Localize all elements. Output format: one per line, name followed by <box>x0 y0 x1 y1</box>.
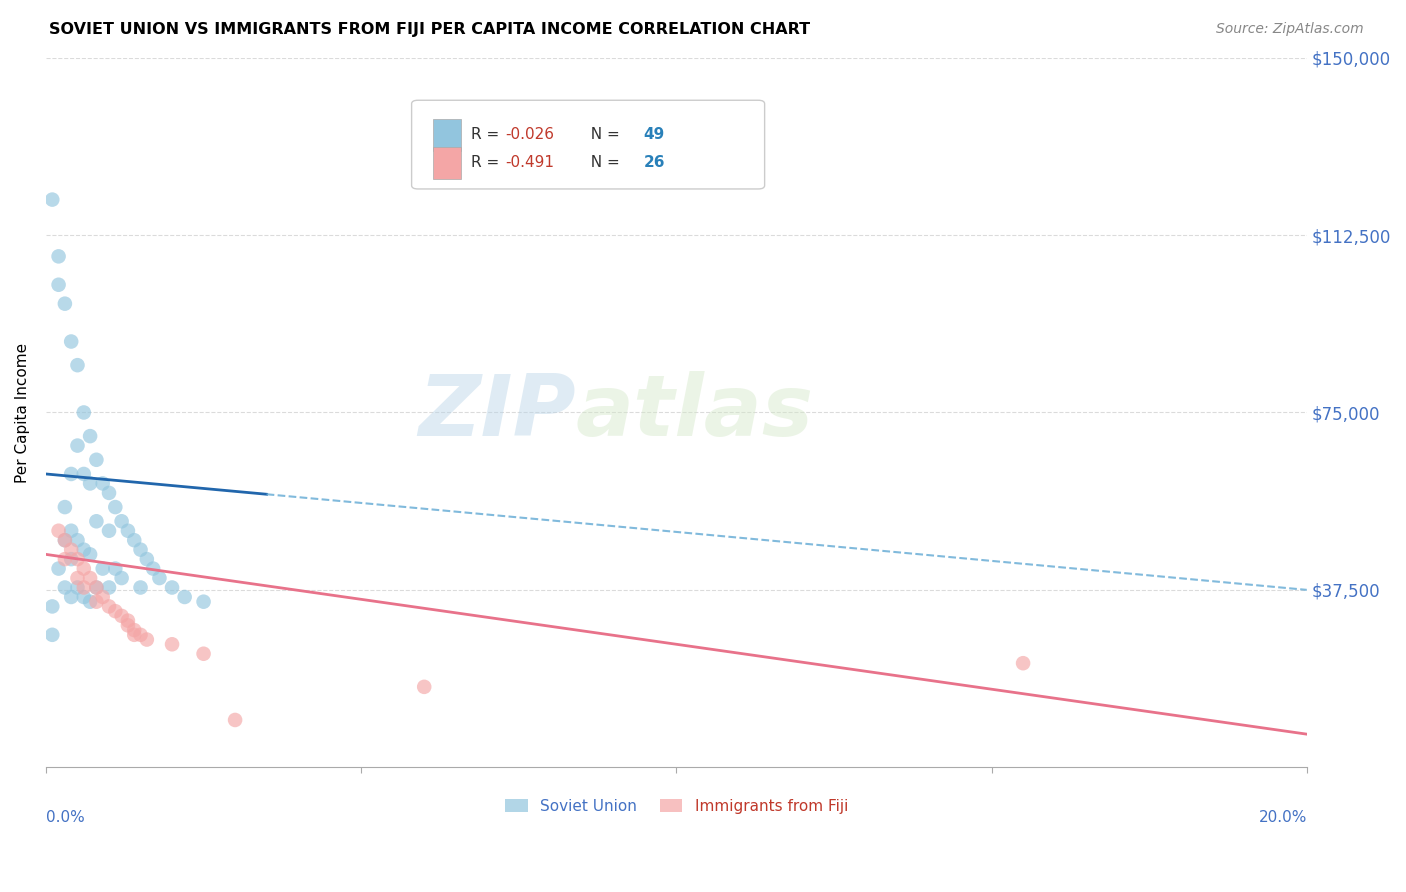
Point <box>60 590 83 604</box>
Text: Source: ZipAtlas.com: Source: ZipAtlas.com <box>1216 22 1364 37</box>
Point <box>98 486 121 500</box>
Text: N =: N = <box>581 128 624 143</box>
Point <box>48 277 70 292</box>
Point <box>122 628 145 642</box>
Point <box>73 405 96 419</box>
Point <box>193 647 215 661</box>
Point <box>111 571 134 585</box>
Point <box>104 604 127 618</box>
Bar <box>433 146 461 178</box>
Point <box>117 614 139 628</box>
Point <box>73 467 96 481</box>
Point <box>98 581 121 595</box>
Point <box>41 628 63 642</box>
Point <box>79 595 101 609</box>
Point <box>111 514 134 528</box>
Point <box>224 713 246 727</box>
Point <box>66 533 89 548</box>
Point <box>53 500 76 514</box>
Point <box>79 429 101 443</box>
Text: 0.0%: 0.0% <box>46 810 84 825</box>
Point <box>53 296 76 310</box>
Text: 49: 49 <box>644 128 665 143</box>
Point <box>135 632 157 647</box>
Point <box>193 595 215 609</box>
Point <box>60 542 83 557</box>
Text: -0.491: -0.491 <box>505 155 554 170</box>
Text: 26: 26 <box>644 155 665 170</box>
Point <box>41 193 63 207</box>
FancyBboxPatch shape <box>412 100 765 189</box>
Point <box>135 552 157 566</box>
Point <box>98 524 121 538</box>
Point <box>60 524 83 538</box>
Text: SOVIET UNION VS IMMIGRANTS FROM FIJI PER CAPITA INCOME CORRELATION CHART: SOVIET UNION VS IMMIGRANTS FROM FIJI PER… <box>49 22 810 37</box>
Y-axis label: Per Capita Income: Per Capita Income <box>15 343 30 483</box>
Point <box>86 452 108 467</box>
Point <box>79 571 101 585</box>
Point <box>66 552 89 566</box>
Text: N =: N = <box>581 155 624 170</box>
Point <box>73 561 96 575</box>
Point <box>79 548 101 562</box>
Point <box>53 552 76 566</box>
Point <box>53 533 76 548</box>
Point <box>79 476 101 491</box>
Point <box>73 590 96 604</box>
Point <box>129 581 152 595</box>
Point <box>60 467 83 481</box>
Text: -0.026: -0.026 <box>505 128 554 143</box>
Point <box>66 439 89 453</box>
Text: R =: R = <box>471 128 503 143</box>
Point <box>117 524 139 538</box>
Point <box>86 595 108 609</box>
Point <box>117 618 139 632</box>
Point <box>148 571 170 585</box>
Point <box>413 680 436 694</box>
Point <box>66 581 89 595</box>
Point <box>122 623 145 637</box>
Point <box>60 334 83 349</box>
Point <box>53 533 76 548</box>
Legend: Soviet Union, Immigrants from Fiji: Soviet Union, Immigrants from Fiji <box>499 793 855 820</box>
Point <box>91 476 114 491</box>
Point <box>111 608 134 623</box>
Point <box>104 561 127 575</box>
Bar <box>433 119 461 151</box>
Point <box>48 249 70 263</box>
Point <box>91 590 114 604</box>
Point <box>160 581 183 595</box>
Point <box>160 637 183 651</box>
Point <box>122 533 145 548</box>
Point <box>91 561 114 575</box>
Point <box>129 542 152 557</box>
Point <box>86 581 108 595</box>
Text: atlas: atlas <box>575 371 814 454</box>
Point <box>98 599 121 614</box>
Point <box>173 590 195 604</box>
Point <box>48 524 70 538</box>
Point <box>60 552 83 566</box>
Point <box>66 358 89 372</box>
Point <box>66 571 89 585</box>
Point <box>1012 656 1035 670</box>
Point <box>86 581 108 595</box>
Text: R =: R = <box>471 155 503 170</box>
Point <box>129 628 152 642</box>
Point <box>48 561 70 575</box>
Point <box>142 561 165 575</box>
Point <box>73 581 96 595</box>
Text: 20.0%: 20.0% <box>1258 810 1306 825</box>
Point <box>73 542 96 557</box>
Point <box>53 581 76 595</box>
Point <box>41 599 63 614</box>
Text: ZIP: ZIP <box>418 371 575 454</box>
Point <box>104 500 127 514</box>
Point <box>86 514 108 528</box>
